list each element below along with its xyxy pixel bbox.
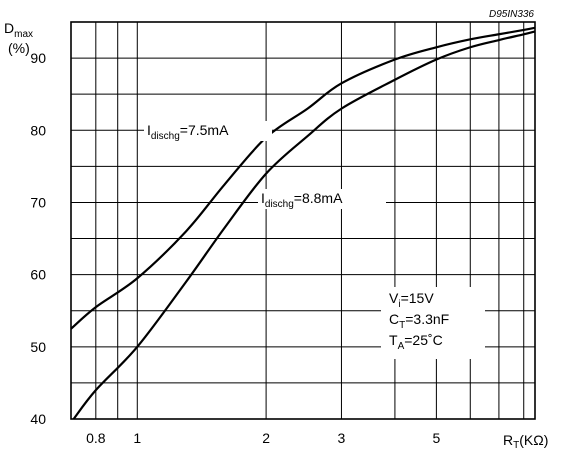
x-tick-label: 3 — [338, 430, 346, 446]
condition-line-3: TA=25˚C — [389, 332, 443, 352]
series-line-1 — [70, 26, 536, 330]
plot-frame — [70, 21, 536, 420]
y-tick-label: 50 — [30, 339, 46, 355]
y-axis-unit: (%) — [8, 40, 30, 56]
conditions-box — [381, 287, 485, 359]
x-axis-label-main: R — [503, 432, 513, 448]
grid-lines — [70, 22, 535, 420]
x-tick-label: 0.8 — [86, 430, 106, 446]
y-tick-label: 90 — [30, 50, 46, 66]
x-axis-label-sub: T — [513, 440, 519, 451]
series-label-1: Idischg=7.5mA — [147, 122, 229, 142]
series-line-2 — [72, 30, 536, 420]
x-tick-label: 2 — [262, 430, 270, 446]
condition-line-2: CT=3.3nF — [389, 311, 449, 331]
x-axis-label-unit: (KΩ) — [519, 432, 548, 448]
figure-code: D95IN336 — [489, 9, 534, 20]
y-tick-label: 60 — [30, 267, 46, 283]
y-tick-label: 80 — [30, 122, 46, 138]
x-tick-label: 5 — [432, 430, 440, 446]
y-tick-label: 70 — [30, 194, 46, 210]
series-curves — [70, 26, 536, 420]
y-axis-label: Dmax — [4, 20, 33, 40]
y-tick-label: 40 — [30, 411, 46, 427]
x-axis-label: RT(KΩ) — [503, 432, 548, 451]
series-label-bg — [144, 121, 272, 141]
tick-labels: 0.8 1 2 3 5 40 50 60 70 80 90 — [30, 50, 440, 446]
condition-line-1: Vi=15V — [389, 290, 434, 310]
series-label-2: Idischg=8.8mA — [261, 190, 343, 210]
x-tick-label: 1 — [133, 430, 141, 446]
y-axis-label-sub: max — [14, 29, 33, 40]
series-labels: Idischg=7.5mA Idischg=8.8mA — [144, 121, 386, 210]
series-label-bg — [258, 189, 386, 209]
y-axis-label-main: D — [4, 20, 14, 36]
